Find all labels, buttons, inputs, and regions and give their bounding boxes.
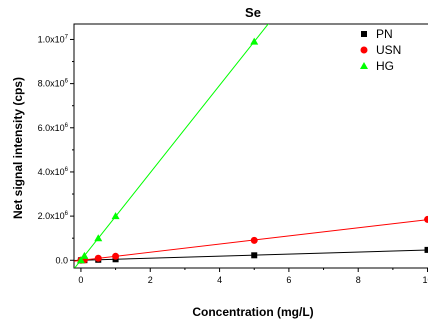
data-point-usn xyxy=(250,236,258,244)
chart-title: Se xyxy=(245,5,261,20)
legend-marker-usn xyxy=(360,46,368,54)
y-tick-label: 1.0x107 xyxy=(38,34,69,44)
legend-label-pn: PN xyxy=(376,27,393,41)
legend-marker-hg xyxy=(360,62,368,69)
fit-line-hg xyxy=(74,24,269,268)
data-point-hg xyxy=(250,37,259,45)
data-point-usn xyxy=(94,254,102,262)
plot-frame xyxy=(73,23,428,269)
y-tick-label: 2.0x106 xyxy=(38,211,69,221)
x-tick-label: 4 xyxy=(217,275,222,285)
x-tick-label: 2 xyxy=(148,275,153,285)
data-point-pn xyxy=(424,246,428,253)
data-point-hg xyxy=(80,251,89,259)
x-tick-label: 6 xyxy=(286,275,291,285)
x-axis-label: Concentration (mg/L) xyxy=(192,305,313,319)
data-point-hg xyxy=(76,256,85,264)
plot-area: 0 2 4 6 8 10 0.0 2.0x106 4.0x106 6.0x106 8.0x106 1.… xyxy=(38,23,428,285)
y-tick-label: 4.0x106 xyxy=(38,167,69,177)
x-tick-label: 10 xyxy=(423,275,428,285)
data-point-hg xyxy=(111,212,120,220)
y-axis-label: Net signal intensity (cps) xyxy=(11,77,25,219)
legend-label-hg: HG xyxy=(376,59,394,73)
legend-label-usn: USN xyxy=(376,43,401,57)
y-tick-label: 6.0x106 xyxy=(38,123,69,133)
x-tick-label: 8 xyxy=(356,275,361,285)
data-point-pn xyxy=(251,252,258,259)
y-tick-label: 0.0 xyxy=(55,255,68,265)
legend-marker-pn xyxy=(361,31,367,37)
data-point-usn xyxy=(424,215,428,223)
data-point-usn xyxy=(112,252,120,260)
x-tick-label: 0 xyxy=(78,275,83,285)
y-tick-label: 8.0x106 xyxy=(38,79,69,89)
data-point-hg xyxy=(94,234,103,242)
